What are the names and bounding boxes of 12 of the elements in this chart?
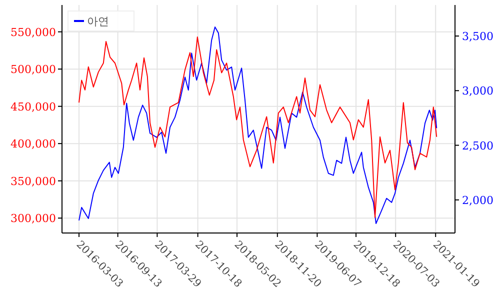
y2-tick-label: 2,000 xyxy=(462,194,494,207)
legend-label: 아연 xyxy=(87,15,109,28)
y-tick-label: 550,000 xyxy=(10,26,56,39)
y2-tick-label: 3,000 xyxy=(462,84,494,98)
y-tick-label: 500,000 xyxy=(10,63,56,76)
y2-tick-label: 3,500 xyxy=(462,30,494,44)
y-tick-label: 400,000 xyxy=(10,138,56,151)
y-tick-label: 350,000 xyxy=(10,174,56,188)
y-tick-label: 300,000 xyxy=(10,212,56,226)
y-tick-label: 450,000 xyxy=(10,100,56,114)
legend: 아연 xyxy=(68,10,134,32)
y2-tick-label: 2,500 xyxy=(462,139,494,152)
